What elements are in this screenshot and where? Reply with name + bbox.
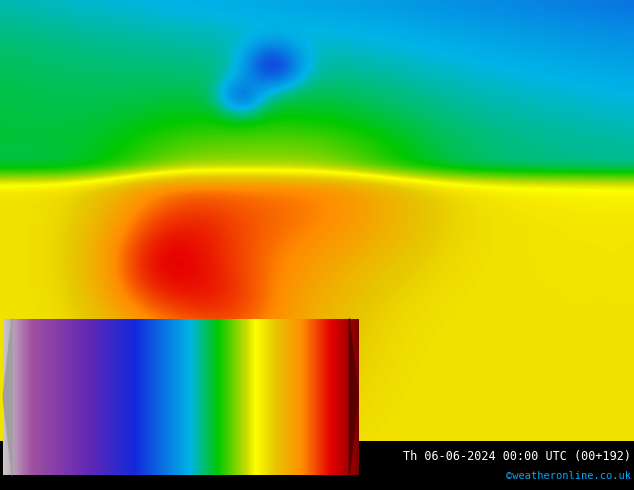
Polygon shape	[3, 318, 12, 475]
Polygon shape	[349, 318, 358, 475]
Text: Th 06-06-2024 00:00 UTC (00+192): Th 06-06-2024 00:00 UTC (00+192)	[403, 450, 631, 463]
Text: Temperature (2m) [°C] ECMWF: Temperature (2m) [°C] ECMWF	[3, 450, 195, 463]
Text: ©weatheronline.co.uk: ©weatheronline.co.uk	[506, 471, 631, 481]
